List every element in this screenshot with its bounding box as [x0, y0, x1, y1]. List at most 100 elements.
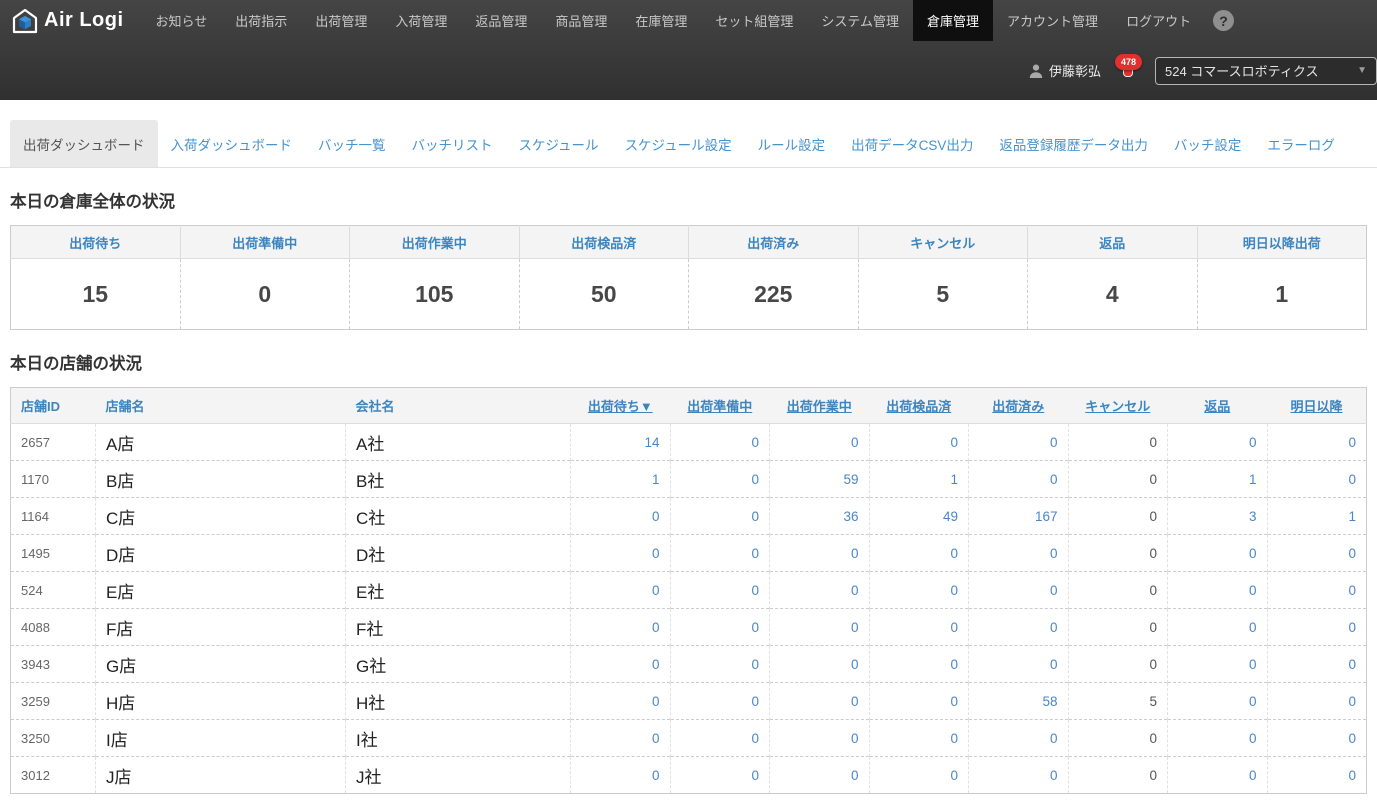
nav-item[interactable]: 入荷管理	[395, 14, 448, 29]
count-link[interactable]: 0	[968, 534, 1068, 572]
count-link[interactable]: 0	[769, 423, 869, 461]
count-link[interactable]: 0	[868, 423, 969, 461]
count-link[interactable]: 1	[570, 460, 670, 498]
count-link[interactable]: 0	[968, 645, 1068, 683]
count-link[interactable]: 0	[1266, 423, 1367, 461]
tab-item[interactable]: スケジュール設定	[624, 137, 732, 153]
count-link[interactable]: 0	[769, 719, 869, 757]
count-link[interactable]: 3	[1167, 497, 1267, 535]
count-link[interactable]: 0	[570, 571, 670, 609]
count-link[interactable]: 0	[669, 756, 770, 794]
tab-item[interactable]: 出荷ダッシュボード	[10, 120, 158, 167]
tab-item[interactable]: 返品登録履歴データ出力	[999, 137, 1148, 153]
count-link[interactable]: 0	[769, 645, 869, 683]
count-link[interactable]: 0	[769, 756, 869, 794]
count-link[interactable]: 0	[868, 756, 969, 794]
count-link[interactable]: 1	[1167, 460, 1267, 498]
count-link[interactable]: 0	[570, 719, 670, 757]
tab-item[interactable]: バッチ設定	[1173, 137, 1242, 153]
notification-badge[interactable]: 478	[1115, 53, 1145, 88]
count-link[interactable]: 0	[1167, 645, 1267, 683]
count-link[interactable]: 0	[1266, 719, 1367, 757]
count-link[interactable]: 0	[1266, 682, 1367, 720]
count-link[interactable]: 0	[769, 571, 869, 609]
count-link[interactable]: 1	[868, 460, 969, 498]
count-link[interactable]: 0	[669, 497, 770, 535]
count-link[interactable]: 0	[868, 719, 969, 757]
count-link[interactable]: 0	[868, 645, 969, 683]
help-icon[interactable]: ?	[1213, 10, 1235, 31]
count-link[interactable]: 0	[1167, 423, 1267, 461]
count-link[interactable]: 0	[868, 608, 969, 646]
count-link[interactable]: 0	[570, 682, 670, 720]
count-link[interactable]: 0	[868, 534, 969, 572]
count-link[interactable]: 0	[968, 423, 1068, 461]
count-link[interactable]: 0	[669, 571, 770, 609]
nav-item[interactable]: 商品管理	[555, 14, 608, 29]
count-link[interactable]: 14	[570, 423, 670, 461]
count-link[interactable]: 0	[968, 719, 1068, 757]
nav-item[interactable]: 出荷管理	[315, 14, 368, 29]
company-select[interactable]: 524 コマースロボティクス ▼	[1155, 56, 1377, 85]
nav-item[interactable]: 在庫管理	[635, 14, 688, 29]
count-link[interactable]: 0	[769, 608, 869, 646]
count-link[interactable]: 0	[868, 571, 969, 609]
stores-sortable-column-header[interactable]: 明日以降	[1267, 387, 1367, 424]
count-link[interactable]: 36	[769, 497, 869, 535]
tab-item[interactable]: バッチリスト	[411, 137, 493, 153]
tab-item[interactable]: スケジュール	[518, 137, 599, 153]
count-link[interactable]: 0	[1167, 608, 1267, 646]
count-link[interactable]: 0	[669, 719, 770, 757]
count-link[interactable]: 0	[769, 682, 869, 720]
count-link[interactable]: 0	[669, 534, 770, 572]
count-link[interactable]: 0	[1266, 460, 1367, 498]
stores-sortable-column-header[interactable]: 出荷作業中	[769, 387, 869, 424]
nav-item[interactable]: 返品管理	[475, 14, 528, 29]
tab-item[interactable]: 出荷データCSV出力	[851, 137, 974, 153]
count-link[interactable]: 0	[968, 608, 1068, 646]
count-link[interactable]: 0	[1266, 571, 1367, 609]
count-link[interactable]: 0	[1167, 756, 1267, 794]
count-link[interactable]: 0	[570, 756, 670, 794]
count-link[interactable]: 0	[570, 608, 670, 646]
brand-logo[interactable]: Air Logi	[0, 0, 142, 41]
nav-item[interactable]: セット組管理	[715, 14, 794, 29]
tab-item[interactable]: エラーログ	[1267, 137, 1335, 153]
count-link[interactable]: 59	[769, 460, 869, 498]
count-link[interactable]: 0	[669, 608, 770, 646]
count-link[interactable]: 0	[570, 534, 670, 572]
count-link[interactable]: 0	[669, 460, 770, 498]
count-link[interactable]: 0	[968, 460, 1068, 498]
count-link[interactable]: 0	[1167, 571, 1267, 609]
count-link[interactable]: 0	[769, 534, 869, 572]
count-link[interactable]: 0	[1266, 756, 1367, 794]
stores-sortable-column-header[interactable]: 出荷待ち▼	[570, 387, 670, 424]
count-link[interactable]: 0	[1167, 682, 1267, 720]
count-link[interactable]: 0	[868, 682, 969, 720]
stores-sortable-column-header[interactable]: 出荷準備中	[670, 387, 770, 424]
tab-item[interactable]: バッチ一覧	[318, 137, 386, 153]
count-link[interactable]: 0	[1266, 645, 1367, 683]
tab-item[interactable]: ルール設定	[757, 137, 826, 153]
count-link[interactable]: 0	[669, 645, 770, 683]
count-link[interactable]: 0	[968, 756, 1068, 794]
count-link[interactable]: 49	[868, 497, 969, 535]
nav-item[interactable]: 倉庫管理	[913, 0, 994, 41]
nav-item[interactable]: システム管理	[821, 14, 900, 29]
count-link[interactable]: 0	[570, 497, 670, 535]
nav-item[interactable]: 出荷指示	[235, 14, 288, 29]
nav-item[interactable]: アカウント管理	[1007, 14, 1099, 29]
stores-sortable-column-header[interactable]: 出荷済み	[968, 387, 1068, 424]
count-link[interactable]: 1	[1266, 497, 1367, 535]
stores-sortable-column-header[interactable]: キャンセル	[1068, 387, 1168, 424]
nav-item[interactable]: ログアウト	[1126, 14, 1192, 29]
count-link[interactable]: 0	[669, 423, 770, 461]
count-link[interactable]: 0	[1167, 719, 1267, 757]
count-link[interactable]: 0	[669, 682, 770, 720]
count-link[interactable]: 58	[968, 682, 1068, 720]
count-link[interactable]: 0	[1266, 534, 1367, 572]
count-link[interactable]: 0	[570, 645, 670, 683]
count-link[interactable]: 0	[1266, 608, 1367, 646]
nav-item[interactable]: お知らせ	[155, 14, 208, 29]
stores-sortable-column-header[interactable]: 返品	[1167, 387, 1267, 424]
